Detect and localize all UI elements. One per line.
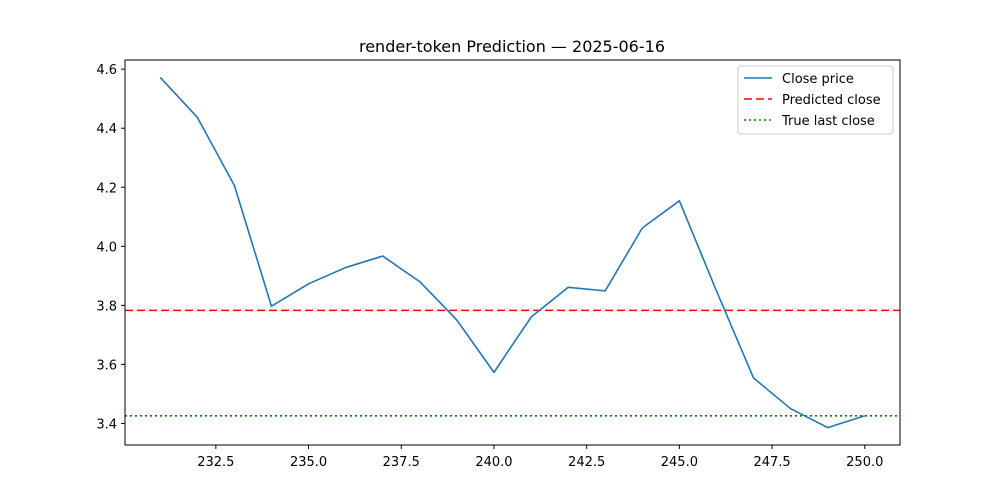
legend-label: Predicted close (782, 93, 881, 108)
y-tick-label: 4.4 (96, 122, 117, 137)
plot-frame (124, 59, 901, 446)
chart-title: render-token Prediction — 2025-06-16 (359, 37, 665, 56)
x-tick-label: 247.5 (753, 455, 790, 470)
x-tick-label: 235.0 (290, 455, 327, 470)
y-tick-label: 4.2 (96, 181, 117, 196)
series-line-close-price (159, 76, 866, 429)
x-tick-label: 232.5 (197, 455, 234, 470)
legend: Close price Predicted close True last clos… (737, 65, 894, 135)
y-tick-label: 4.6 (96, 63, 117, 78)
x-tick-label: 240.0 (475, 455, 512, 470)
y-tick-label: 3.4 (96, 417, 117, 432)
legend-box (737, 65, 894, 135)
y-tick-label: 3.8 (96, 299, 117, 314)
x-tick-label: 237.5 (383, 455, 420, 470)
x-tick-label: 242.5 (568, 455, 605, 470)
y-tick-label: 3.6 (96, 358, 117, 373)
legend-label: True last close (781, 114, 875, 129)
y-tick-label: 4.0 (96, 240, 117, 255)
x-tick-label: 245.0 (661, 455, 698, 470)
legend-label: Close price (782, 72, 854, 87)
x-tick-label: 250.0 (846, 455, 883, 470)
